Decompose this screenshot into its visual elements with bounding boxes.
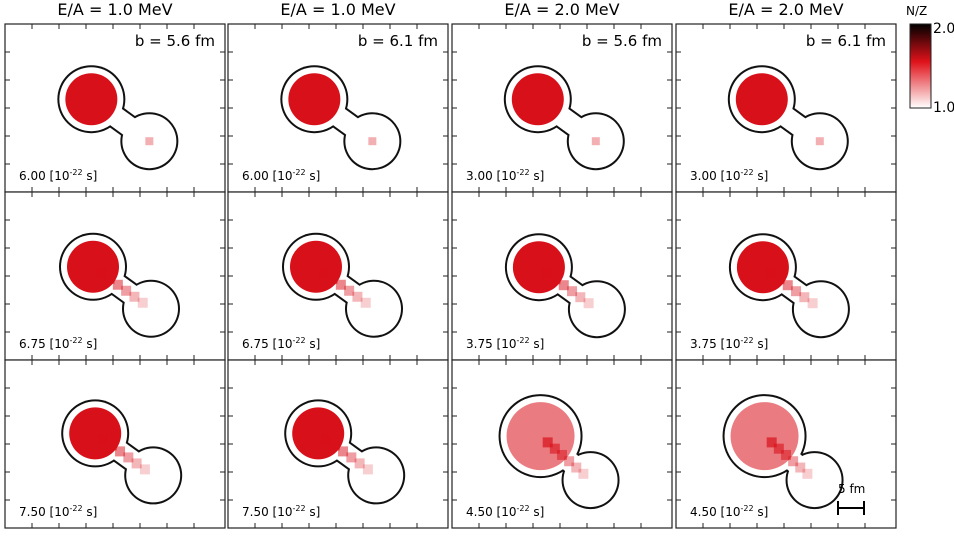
time-label: 3.75 [10-22 s] (690, 336, 768, 351)
panel-r1-c1: b = 5.6 fm 6.00 [10-22 s] (4, 23, 226, 193)
colorbar-gradient (909, 23, 932, 109)
time-label: 3.75 [10-22 s] (466, 336, 544, 351)
scale-bar-label: 5 fm (838, 482, 866, 496)
nz-density-map (290, 240, 371, 308)
column-title-1: E/A = 1.0 MeV (57, 0, 173, 19)
nz-density-map (506, 402, 589, 479)
nz-density-map (511, 73, 600, 146)
colorbar (909, 23, 932, 109)
nz-density-map (65, 73, 154, 146)
panel-r3-c1: 7.50 [10-22 s] (4, 359, 226, 529)
panel-r2-c3: 3.75 [10-22 s] (451, 191, 673, 361)
panel-r1-c3: b = 5.6 fm 3.00 [10-22 s] (451, 23, 673, 193)
time-label: 4.50 [10-22 s] (466, 504, 544, 519)
nz-density-map (735, 73, 824, 146)
column-title-2: E/A = 1.0 MeV (280, 0, 396, 19)
time-label: 6.00 [10-22 s] (19, 168, 97, 183)
panel-r2-c1: 6.75 [10-22 s] (4, 191, 226, 361)
time-label: 6.00 [10-22 s] (242, 168, 320, 183)
time-label: 6.75 [10-22 s] (242, 336, 320, 351)
impact-parameter-label: b = 5.6 fm (582, 32, 662, 50)
nz-density-map (730, 402, 813, 479)
colorbar-min-label: 1.0 (933, 100, 954, 116)
nz-density-map (736, 241, 818, 309)
impact-parameter-label: b = 6.1 fm (806, 32, 886, 50)
panel-r1-c4: b = 6.1 fm 3.00 [10-22 s] (675, 23, 897, 193)
panel-r3-c3: 4.50 [10-22 s] (451, 359, 673, 529)
nz-density-map (512, 241, 594, 309)
panel-r2-c2: 6.75 [10-22 s] (227, 191, 449, 361)
colorbar-title: N/Z (906, 4, 928, 18)
panel-r2-c4: 3.75 [10-22 s] (675, 191, 897, 361)
column-title-3: E/A = 2.0 MeV (504, 0, 620, 19)
time-label: 3.00 [10-22 s] (466, 168, 544, 183)
nz-density-map (292, 407, 373, 475)
scale-bar (837, 501, 865, 515)
panel-r3-c4: 4.50 [10-22 s] (675, 359, 897, 529)
time-label: 3.00 [10-22 s] (690, 168, 768, 183)
time-label: 4.50 [10-22 s] (690, 504, 768, 519)
panel-r1-c2: b = 6.1 fm 6.00 [10-22 s] (227, 23, 449, 193)
impact-parameter-label: b = 5.6 fm (135, 32, 215, 50)
panel-r3-c2: 7.50 [10-22 s] (227, 359, 449, 529)
column-title-4: E/A = 2.0 MeV (728, 0, 844, 19)
impact-parameter-label: b = 6.1 fm (358, 32, 438, 50)
colorbar-max-label: 2.0 (933, 21, 954, 37)
nz-density-map (288, 73, 377, 146)
time-label: 7.50 [10-22 s] (242, 504, 320, 519)
nz-density-map (67, 240, 148, 308)
nz-density-map (69, 407, 150, 475)
time-label: 6.75 [10-22 s] (19, 336, 97, 351)
time-label: 7.50 [10-22 s] (19, 504, 97, 519)
